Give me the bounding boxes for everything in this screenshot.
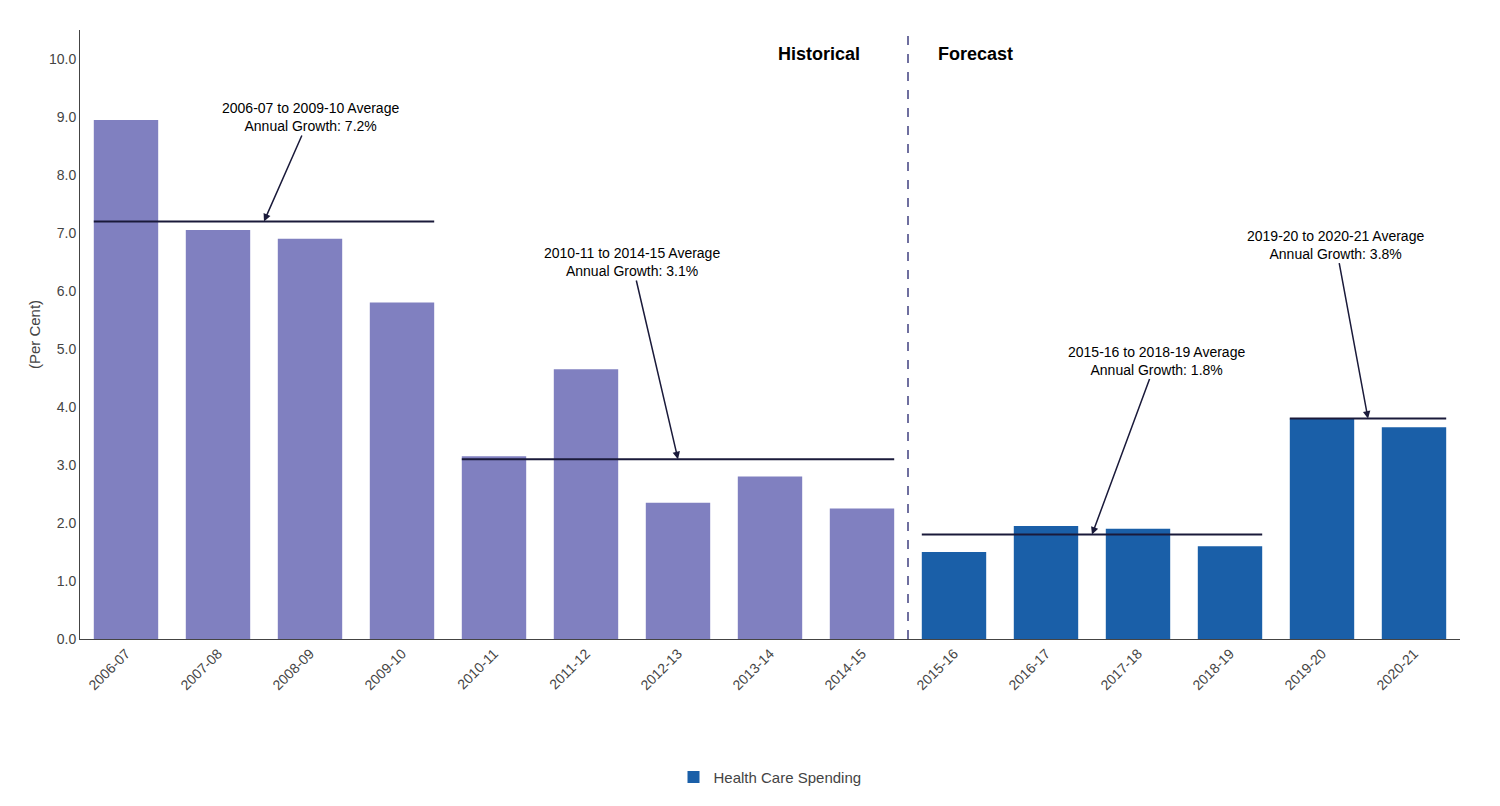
svg-text:1.0: 1.0 (57, 573, 77, 589)
svg-text:2019-20: 2019-20 (1281, 645, 1329, 693)
svg-text:Historical: Historical (778, 44, 860, 64)
svg-text:8.0: 8.0 (57, 167, 77, 183)
svg-text:2007-08: 2007-08 (177, 645, 225, 693)
svg-text:9.0: 9.0 (57, 109, 77, 125)
svg-text:2010-11: 2010-11 (454, 645, 501, 692)
svg-text:2008-09: 2008-09 (269, 645, 317, 693)
svg-text:2013-14: 2013-14 (729, 645, 777, 693)
svg-text:2014-15: 2014-15 (821, 645, 869, 693)
svg-text:10.0: 10.0 (49, 51, 76, 67)
svg-text:4.0: 4.0 (57, 399, 77, 415)
svg-text:2006-07 to 2009-10 AverageAnnu: 2006-07 to 2009-10 AverageAnnual Growth:… (222, 100, 399, 134)
svg-text:2009-10: 2009-10 (361, 645, 409, 693)
svg-text:2015-16: 2015-16 (913, 645, 961, 693)
svg-text:(Per Cent): (Per Cent) (26, 300, 43, 369)
svg-text:2017-18: 2017-18 (1097, 645, 1145, 693)
svg-text:2010-11 to 2014-15 AverageAnnu: 2010-11 to 2014-15 AverageAnnual Growth:… (544, 245, 720, 279)
svg-text:7.0: 7.0 (57, 225, 77, 241)
svg-text:2020-21: 2020-21 (1373, 645, 1421, 693)
svg-text:2.0: 2.0 (57, 515, 77, 531)
svg-text:0.0: 0.0 (57, 631, 77, 647)
svg-text:2015-16 to 2018-19 AverageAnnu: 2015-16 to 2018-19 AverageAnnual Growth:… (1068, 344, 1245, 378)
svg-text:5.0: 5.0 (57, 341, 77, 357)
svg-text:2006-07: 2006-07 (85, 645, 133, 693)
svg-text:2016-17: 2016-17 (1005, 645, 1053, 693)
svg-text:Forecast: Forecast (938, 44, 1013, 64)
svg-text:2018-19: 2018-19 (1189, 645, 1237, 693)
svg-text:Health Care Spending: Health Care Spending (714, 769, 862, 786)
svg-text:2012-13: 2012-13 (637, 645, 685, 693)
svg-text:6.0: 6.0 (57, 283, 77, 299)
svg-text:2019-20 to 2020-21 AverageAnnu: 2019-20 to 2020-21 AverageAnnual Growth:… (1247, 228, 1424, 262)
svg-text:2011-12: 2011-12 (546, 645, 593, 692)
svg-text:3.0: 3.0 (57, 457, 77, 473)
